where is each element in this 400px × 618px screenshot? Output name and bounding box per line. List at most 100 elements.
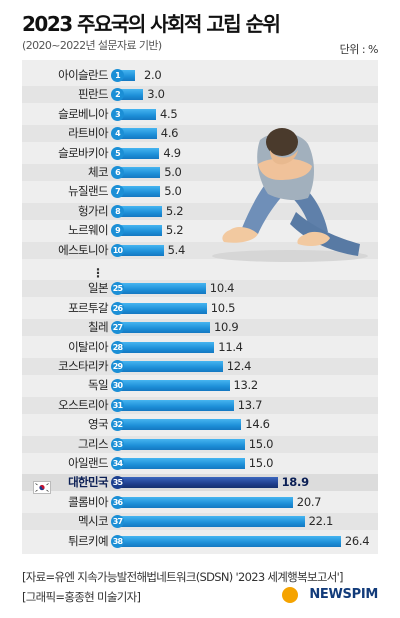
value-bar [118,225,162,236]
country-label: 튀르키예 [68,534,109,548]
rank-badge: 38 [111,535,124,548]
value-label: 4.9 [163,146,181,160]
rank-badge: 34 [111,457,124,470]
value-bar [118,89,144,100]
rank-badge: 31 [111,399,124,412]
country-label: 핀란드 [78,87,109,101]
rank-badge: 29 [111,360,124,373]
value-label: 5.0 [164,184,182,198]
country-label: 아일랜드 [68,456,109,470]
rank-badge: 5 [111,147,124,160]
value-label: 13.7 [237,398,263,412]
value-bar [118,109,156,120]
rank-badge: 37 [111,515,124,528]
country-label: 슬로베니아 [58,107,109,121]
country-label: 라트비아 [68,126,109,140]
country-label: 칠레 [88,320,109,334]
value-bar [118,128,157,139]
rank-badge: 1 [111,69,124,82]
country-label: 아이슬란드 [58,68,109,82]
chart-subtitle: (2020~2022년 설문자료 기반) [22,39,162,52]
country-label: 이탈리아 [68,340,109,354]
country-label: 체코 [88,165,109,179]
chart-title: 2023 주요국의 사회적 고립 순위 [22,12,281,36]
value-bar [118,148,160,159]
credit-note: [그래픽=홍종현 미술기자] [22,590,141,604]
value-label: 5.4 [167,243,186,257]
value-label: 18.9 [281,475,309,489]
country-label: 오스트리아 [58,398,109,412]
value-bar [118,322,210,333]
value-label: 14.6 [245,417,270,431]
country-label: 포르투갈 [68,301,109,315]
value-label: 4.6 [160,126,179,140]
value-label: 10.5 [210,301,236,315]
rank-badge: 25 [111,282,124,295]
value-label: 5.0 [164,165,182,179]
value-bar [118,361,223,372]
value-label: 22.1 [308,514,334,528]
rank-badge: 8 [111,205,124,218]
value-label: 13.2 [233,378,259,392]
value-bar [118,516,305,527]
unit-label: 단위 : % [339,43,379,56]
value-bar [118,400,234,411]
value-label: 11.4 [218,340,243,354]
rank-badge: 7 [111,185,124,198]
rank-badge: 27 [111,321,124,334]
rank-gap-ellipsis: ⋮ [92,266,104,280]
value-bar [118,303,207,314]
value-bar [118,380,230,391]
country-label: 노르웨이 [68,223,109,237]
country-label: 그리스 [78,437,109,451]
rank-badge: 3 [111,108,124,121]
value-bar [118,206,162,217]
value-label: 12.4 [226,359,252,373]
value-bar [118,342,215,353]
south-korea-flag-icon [33,481,51,494]
country-label: 뉴질랜드 [68,184,109,198]
country-label: 콜롬비아 [68,495,109,509]
country-label: 독일 [88,378,109,392]
value-label: 10.4 [209,281,235,295]
value-label: 10.9 [214,320,239,334]
rank-badge: 28 [111,341,124,354]
rank-badge: 4 [111,127,124,140]
value-bar [118,477,278,488]
value-bar [118,283,206,294]
rank-badge: 26 [111,302,124,315]
row-background [22,86,378,103]
country-label: 대한민국 [68,475,109,489]
rank-badge: 9 [111,224,124,237]
value-label: 5.2 [165,223,184,237]
rank-badge: 10 [111,244,124,257]
source-note: [자료=유엔 지속가능발전해법네트워크(SDSN) '2023 세계행복보고서'… [22,570,344,584]
rank-badge: 6 [111,166,124,179]
value-bar [118,70,135,81]
value-label: 15.0 [248,437,274,451]
newspim-logo-mark-icon [282,587,298,603]
value-bar [118,167,161,178]
country-label: 영국 [88,417,109,431]
rank-badge: 2 [111,88,124,101]
country-label: 헝가리 [78,204,109,218]
value-label: 15.0 [248,456,274,470]
value-bar [118,245,164,256]
country-label: 슬로바키아 [58,146,109,160]
value-label: 4.5 [160,107,178,121]
rank-badge: 35 [111,476,124,489]
country-label: 에스토니아 [58,243,109,257]
newspim-logo: NEWSPIM [309,587,378,602]
value-bar [118,186,161,197]
rank-badge: 33 [111,438,124,451]
country-label: 일본 [88,281,109,295]
value-label: 3.0 [147,87,165,101]
value-bar [118,497,293,508]
sitting-person-illustration [212,128,368,262]
value-bar [118,419,242,430]
value-bar [118,439,245,450]
value-label: 20.7 [296,495,322,509]
value-bar [118,458,245,469]
rank-badge: 36 [111,496,124,509]
country-label: 멕시코 [78,514,109,528]
